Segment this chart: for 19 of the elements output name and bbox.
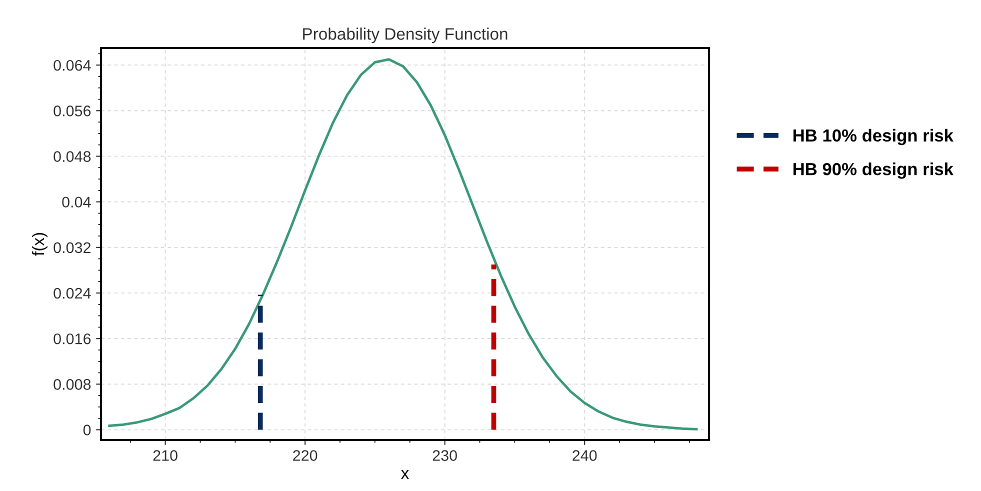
legend-label: HB 10% design risk bbox=[794, 128, 954, 146]
x-tick-label: 210 bbox=[153, 450, 178, 461]
y-tick-label: 0.04 bbox=[62, 196, 91, 208]
y-tick-label: 0.032 bbox=[54, 242, 91, 254]
y-tick-label: 0.016 bbox=[54, 333, 91, 344]
x-tick-label: 230 bbox=[432, 450, 457, 461]
x-axis-title: x bbox=[401, 470, 409, 479]
y-tick-label: 0.024 bbox=[54, 288, 91, 299]
y-axis-title: f(x) bbox=[32, 233, 48, 256]
y-tick-label: 0.064 bbox=[54, 60, 91, 71]
y-tick-label: 0.008 bbox=[54, 379, 91, 390]
legend-label: HB 90% design risk bbox=[794, 162, 954, 179]
x-tick-label: 240 bbox=[572, 450, 597, 461]
y-tick-label: 0.048 bbox=[54, 151, 91, 162]
x-tick-label: 220 bbox=[293, 450, 318, 461]
line-series bbox=[108, 58, 698, 430]
y-tick-label: 0 bbox=[83, 424, 91, 436]
chart-title: Probability Density Function bbox=[303, 28, 508, 44]
y-tick-label: 0.056 bbox=[54, 106, 91, 116]
